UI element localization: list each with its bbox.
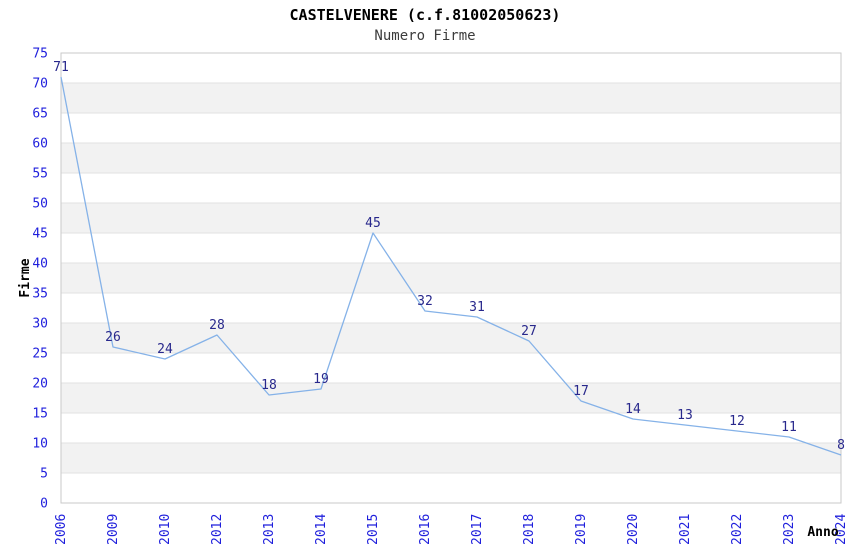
x-axis-title: Anno [807,525,838,540]
y-tick-label: 70 [32,77,48,92]
y-tick-label: 20 [32,377,48,392]
x-tick-label: 2021 [678,514,693,545]
plot-border [60,52,842,504]
data-point-label: 13 [677,408,693,423]
x-tick-label: 2023 [782,514,797,545]
data-point-label: 11 [781,420,797,435]
data-point-label: 8 [837,438,845,453]
data-point-label: 17 [573,384,589,399]
plot-band [61,143,841,173]
x-tick-label: 2022 [730,514,745,545]
x-tick-label: 2006 [54,514,69,545]
x-tick-label: 2012 [210,514,225,545]
plot-band [61,263,841,293]
data-point-label: 14 [625,402,641,417]
y-tick-label: 40 [32,257,48,272]
x-tick-label: 2009 [106,514,121,545]
plot-band [61,383,841,413]
plot-band [61,203,841,233]
y-tick-label: 15 [32,407,48,422]
plot-band [61,323,841,353]
data-point-label: 12 [729,414,745,429]
data-point-label: 19 [313,372,329,387]
y-tick-label: 25 [32,347,48,362]
y-tick-label: 50 [32,197,48,212]
y-tick-label: 0 [40,497,48,512]
data-point-label: 28 [209,318,225,333]
plot-band [61,443,841,473]
x-tick-label: 2019 [574,514,589,545]
data-point-label: 31 [469,300,485,315]
data-point-label: 27 [521,324,537,339]
y-tick-label: 5 [40,467,48,482]
x-tick-label: 2018 [522,514,537,545]
x-tick-label: 2024 [834,514,849,545]
data-point-label: 45 [365,216,381,231]
x-tick-label: 2010 [158,514,173,545]
y-tick-label: 30 [32,317,48,332]
y-tick-label: 10 [32,437,48,452]
x-tick-label: 2017 [470,514,485,545]
x-tick-label: 2015 [366,514,381,545]
data-point-label: 24 [157,342,173,357]
data-point-label: 71 [53,60,69,75]
x-tick-label: 2013 [262,514,277,545]
chart-title: CASTELVENERE (c.f.81002050623) [289,6,561,24]
chart-subtitle: Numero Firme [374,28,476,44]
data-point-label: 18 [261,378,277,393]
y-tick-label: 55 [32,167,48,182]
y-tick-label: 65 [32,107,48,122]
y-tick-label: 60 [32,137,48,152]
x-tick-label: 2020 [626,514,641,545]
y-axis-title: Firme [18,258,33,297]
plot-band [61,83,841,113]
x-tick-label: 2014 [314,514,329,545]
y-tick-label: 75 [32,47,48,62]
data-point-label: 26 [105,330,121,345]
y-tick-label: 35 [32,287,48,302]
x-tick-label: 2016 [418,514,433,545]
y-tick-label: 45 [32,227,48,242]
data-line [60,76,842,456]
data-point-label: 32 [417,294,433,309]
